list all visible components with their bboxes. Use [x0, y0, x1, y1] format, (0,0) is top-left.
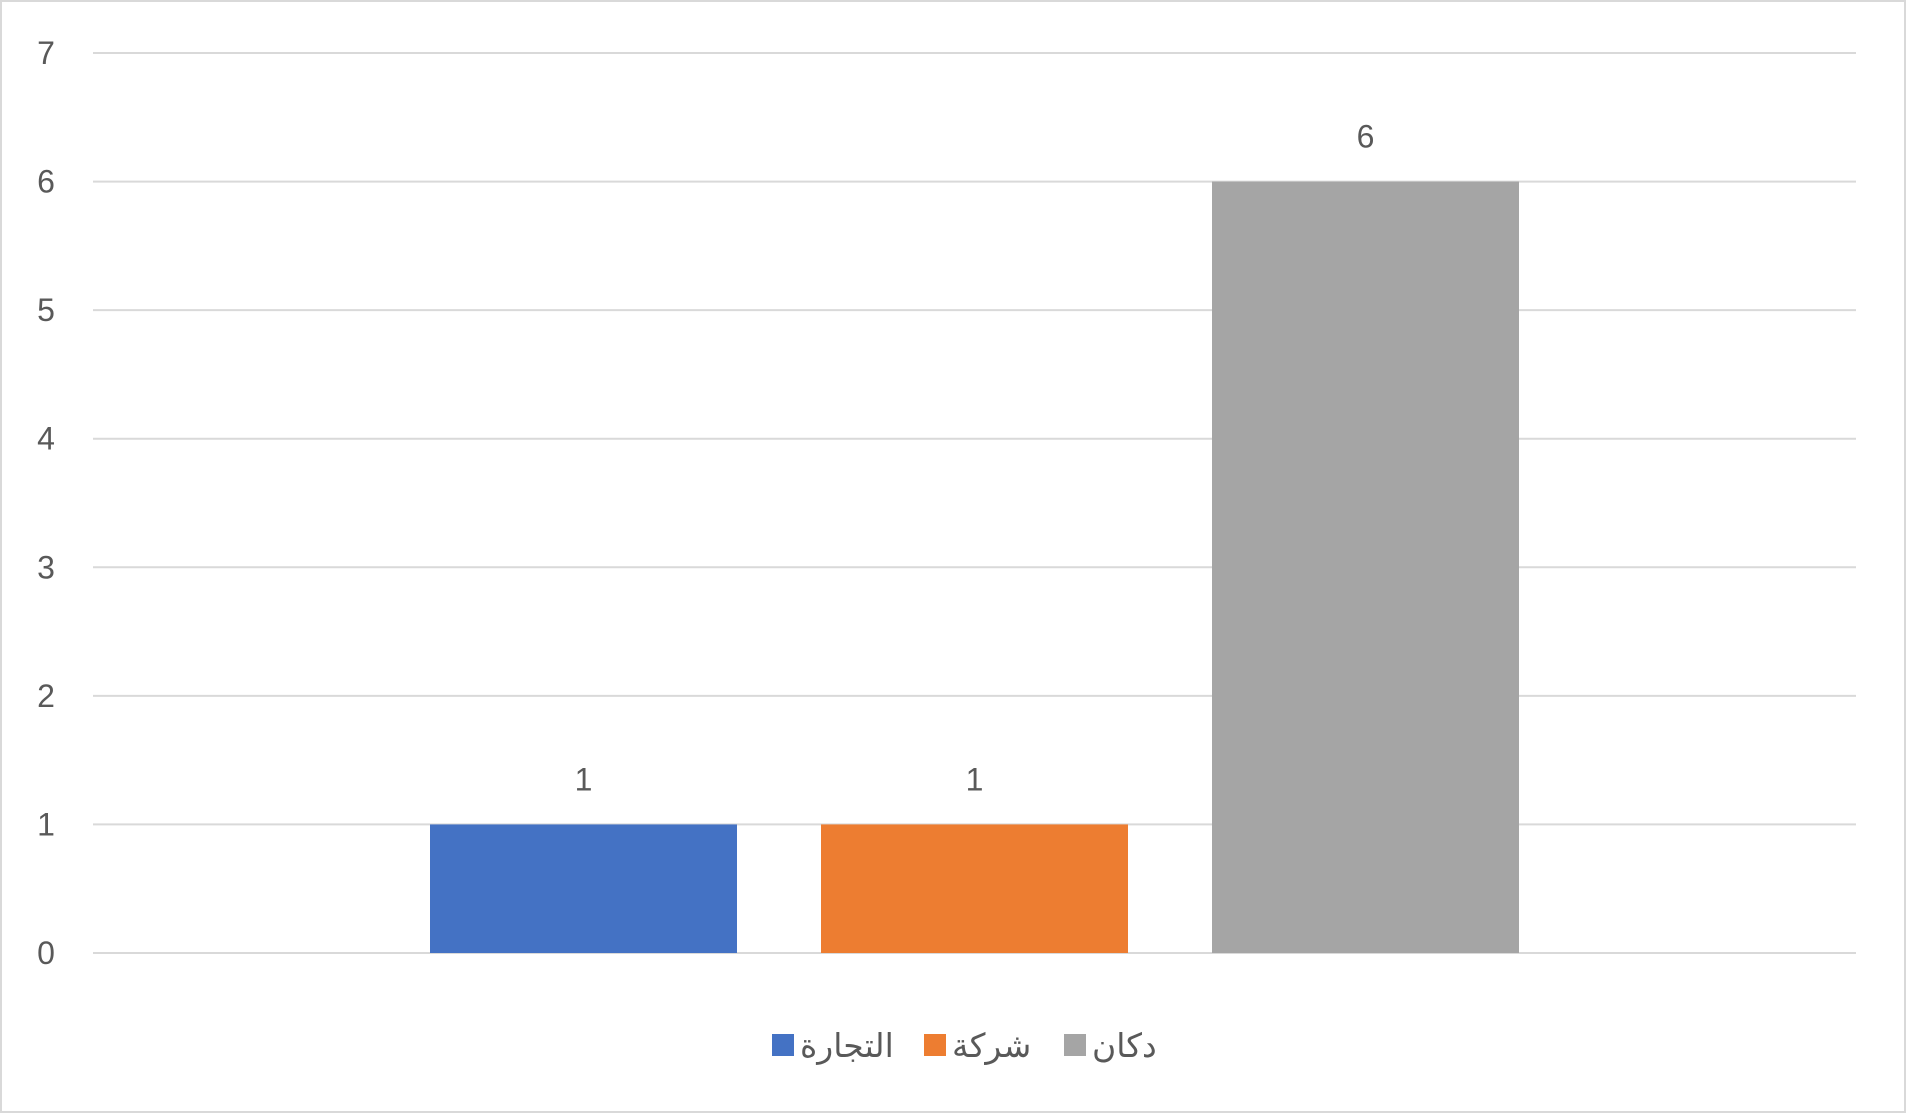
y-tick-label: 7 — [37, 35, 55, 71]
bar-2 — [821, 824, 1128, 953]
legend-label: التجارة — [800, 1027, 894, 1065]
bar-3 — [1212, 181, 1519, 954]
legend-label: شركة — [952, 1027, 1031, 1065]
legend-swatch — [924, 1034, 946, 1056]
data-label: 6 — [1357, 119, 1375, 155]
y-tick-label: 4 — [37, 421, 55, 457]
legend-swatch — [1064, 1034, 1086, 1056]
y-tick-label: 6 — [37, 164, 55, 200]
y-tick-label: 0 — [37, 935, 55, 971]
y-tick-label: 3 — [37, 549, 55, 585]
y-tick-label: 5 — [37, 292, 55, 328]
y-tick-label: 1 — [37, 806, 55, 842]
data-label: 1 — [575, 761, 593, 797]
y-tick-label: 2 — [37, 678, 55, 714]
data-label: 1 — [966, 761, 984, 797]
bar-1 — [430, 824, 737, 953]
legend-swatch — [772, 1034, 794, 1056]
legend-label: دكان — [1092, 1027, 1157, 1064]
